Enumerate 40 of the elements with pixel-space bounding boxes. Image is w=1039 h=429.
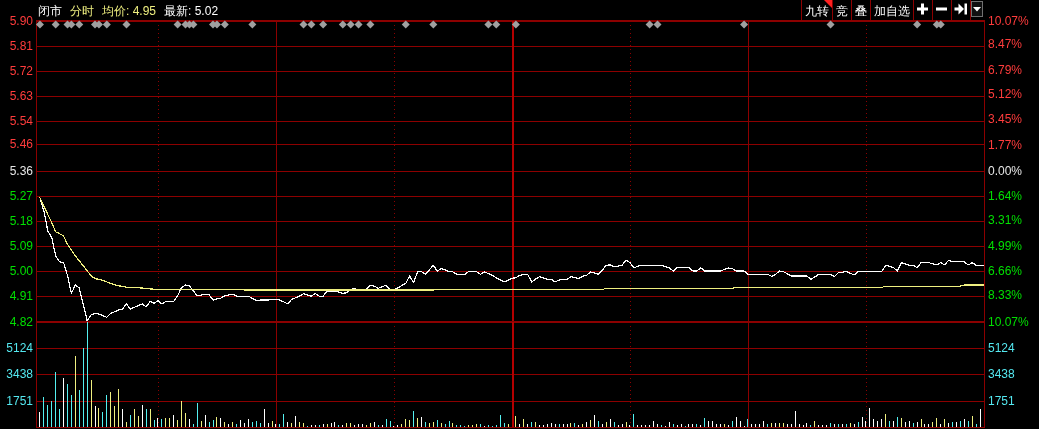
- y2-tick-label: 1.77%: [988, 137, 1023, 152]
- y2-tick-label: 5.12%: [988, 87, 1023, 102]
- y-tick-label: 4.91: [9, 289, 34, 304]
- y2-tick-label: 1.64%: [988, 188, 1023, 203]
- y2-tick-label: 5124: [988, 340, 1016, 355]
- y2-tick-label: 6.66%: [988, 263, 1023, 278]
- y-tick-label: 5124: [6, 340, 34, 355]
- text: 均价: 4.95: [101, 4, 157, 18]
- y-tick-label: 4.82: [9, 314, 34, 329]
- y-tick-label: 5.18: [9, 214, 34, 229]
- text: 分时: [70, 4, 94, 18]
- y2-tick-label: 3438: [988, 367, 1016, 382]
- y-tick-label: 5.36: [9, 164, 34, 178]
- y-tick-label: 5.54: [9, 113, 34, 128]
- text: 九转: [804, 4, 829, 18]
- y2-tick-label: 8.47%: [988, 37, 1023, 52]
- y-tick-label: 5.90: [9, 13, 34, 28]
- y-tick-label: 5.81: [9, 38, 34, 53]
- y2-tick-label: 8.33%: [988, 288, 1023, 303]
- y-tick-label: 3438: [6, 367, 34, 382]
- y2-tick-label: 10.07%: [988, 13, 1030, 28]
- y2-tick-label: 3.45%: [988, 112, 1023, 127]
- y-tick-label: 1751: [6, 393, 34, 408]
- text: 加自选: [873, 4, 910, 18]
- y2-tick-label: 0.00%: [988, 164, 1023, 178]
- y-tick-label: 5.00: [9, 264, 34, 279]
- y2-tick-label: 4.99%: [988, 238, 1023, 253]
- y-tick-label: 5.46: [9, 137, 34, 152]
- y-tick-label: 5.63: [9, 88, 34, 103]
- y2-tick-label: 1751: [988, 393, 1016, 408]
- text: 叠: [854, 4, 867, 18]
- y2-tick-label: 6.79%: [988, 62, 1023, 77]
- y2-tick-label: 10.07%: [988, 314, 1030, 329]
- y-tick-label: 5.09: [9, 239, 34, 254]
- y-tick-label: 5.72: [9, 63, 34, 78]
- y-tick-label: 5.27: [9, 189, 34, 204]
- text: 竞: [835, 4, 848, 18]
- text: 最新: 5.02: [164, 4, 219, 18]
- y2-tick-label: 3.31%: [988, 213, 1023, 228]
- text: 闭市: [38, 4, 62, 18]
